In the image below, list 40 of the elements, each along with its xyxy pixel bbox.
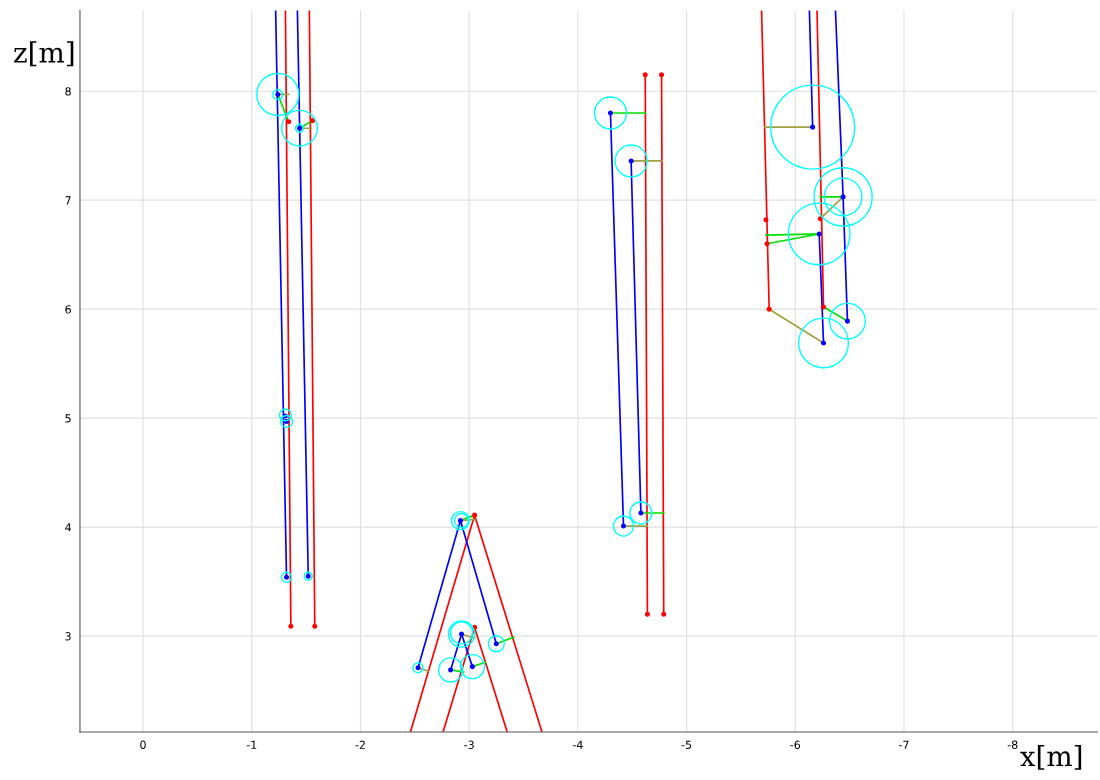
y-tick-label: 6 [65,305,71,314]
y-tick-label: 7 [65,196,71,205]
point [628,158,634,164]
point [840,194,846,200]
point [472,512,478,518]
x-tick-label: -5 [681,740,692,749]
y-axis-title: z[m] [14,41,74,67]
x-tick-label: -8 [1007,740,1018,749]
point [312,623,318,629]
point [448,667,454,673]
point [764,241,770,247]
point [607,110,613,116]
y-tick-label: 8 [65,87,71,96]
x-tick-label: 0 [140,740,146,749]
x-axis-title: x[m] [1020,745,1082,770]
point [661,611,667,617]
point [766,306,772,312]
point [763,217,769,223]
point [810,124,816,130]
point [817,216,823,222]
x-tick-label: -2 [355,740,365,749]
point [820,340,827,346]
point [310,118,316,124]
point [820,304,827,310]
point [288,623,294,629]
x-tick-label: -3 [464,740,474,749]
x-tick-label: -4 [572,740,583,749]
point [469,664,475,670]
x-tick-label: -7 [898,740,909,749]
point [642,72,648,78]
x-tick-label: -1 [246,740,257,749]
point [816,231,822,237]
point [844,318,850,324]
y-tick-label: 4 [65,523,72,532]
point [644,611,650,617]
y-tick-label: 5 [65,414,71,423]
point [286,119,292,125]
y-tick-label: 3 [65,632,71,641]
point [659,72,665,78]
x-tick-label: -6 [790,740,801,749]
